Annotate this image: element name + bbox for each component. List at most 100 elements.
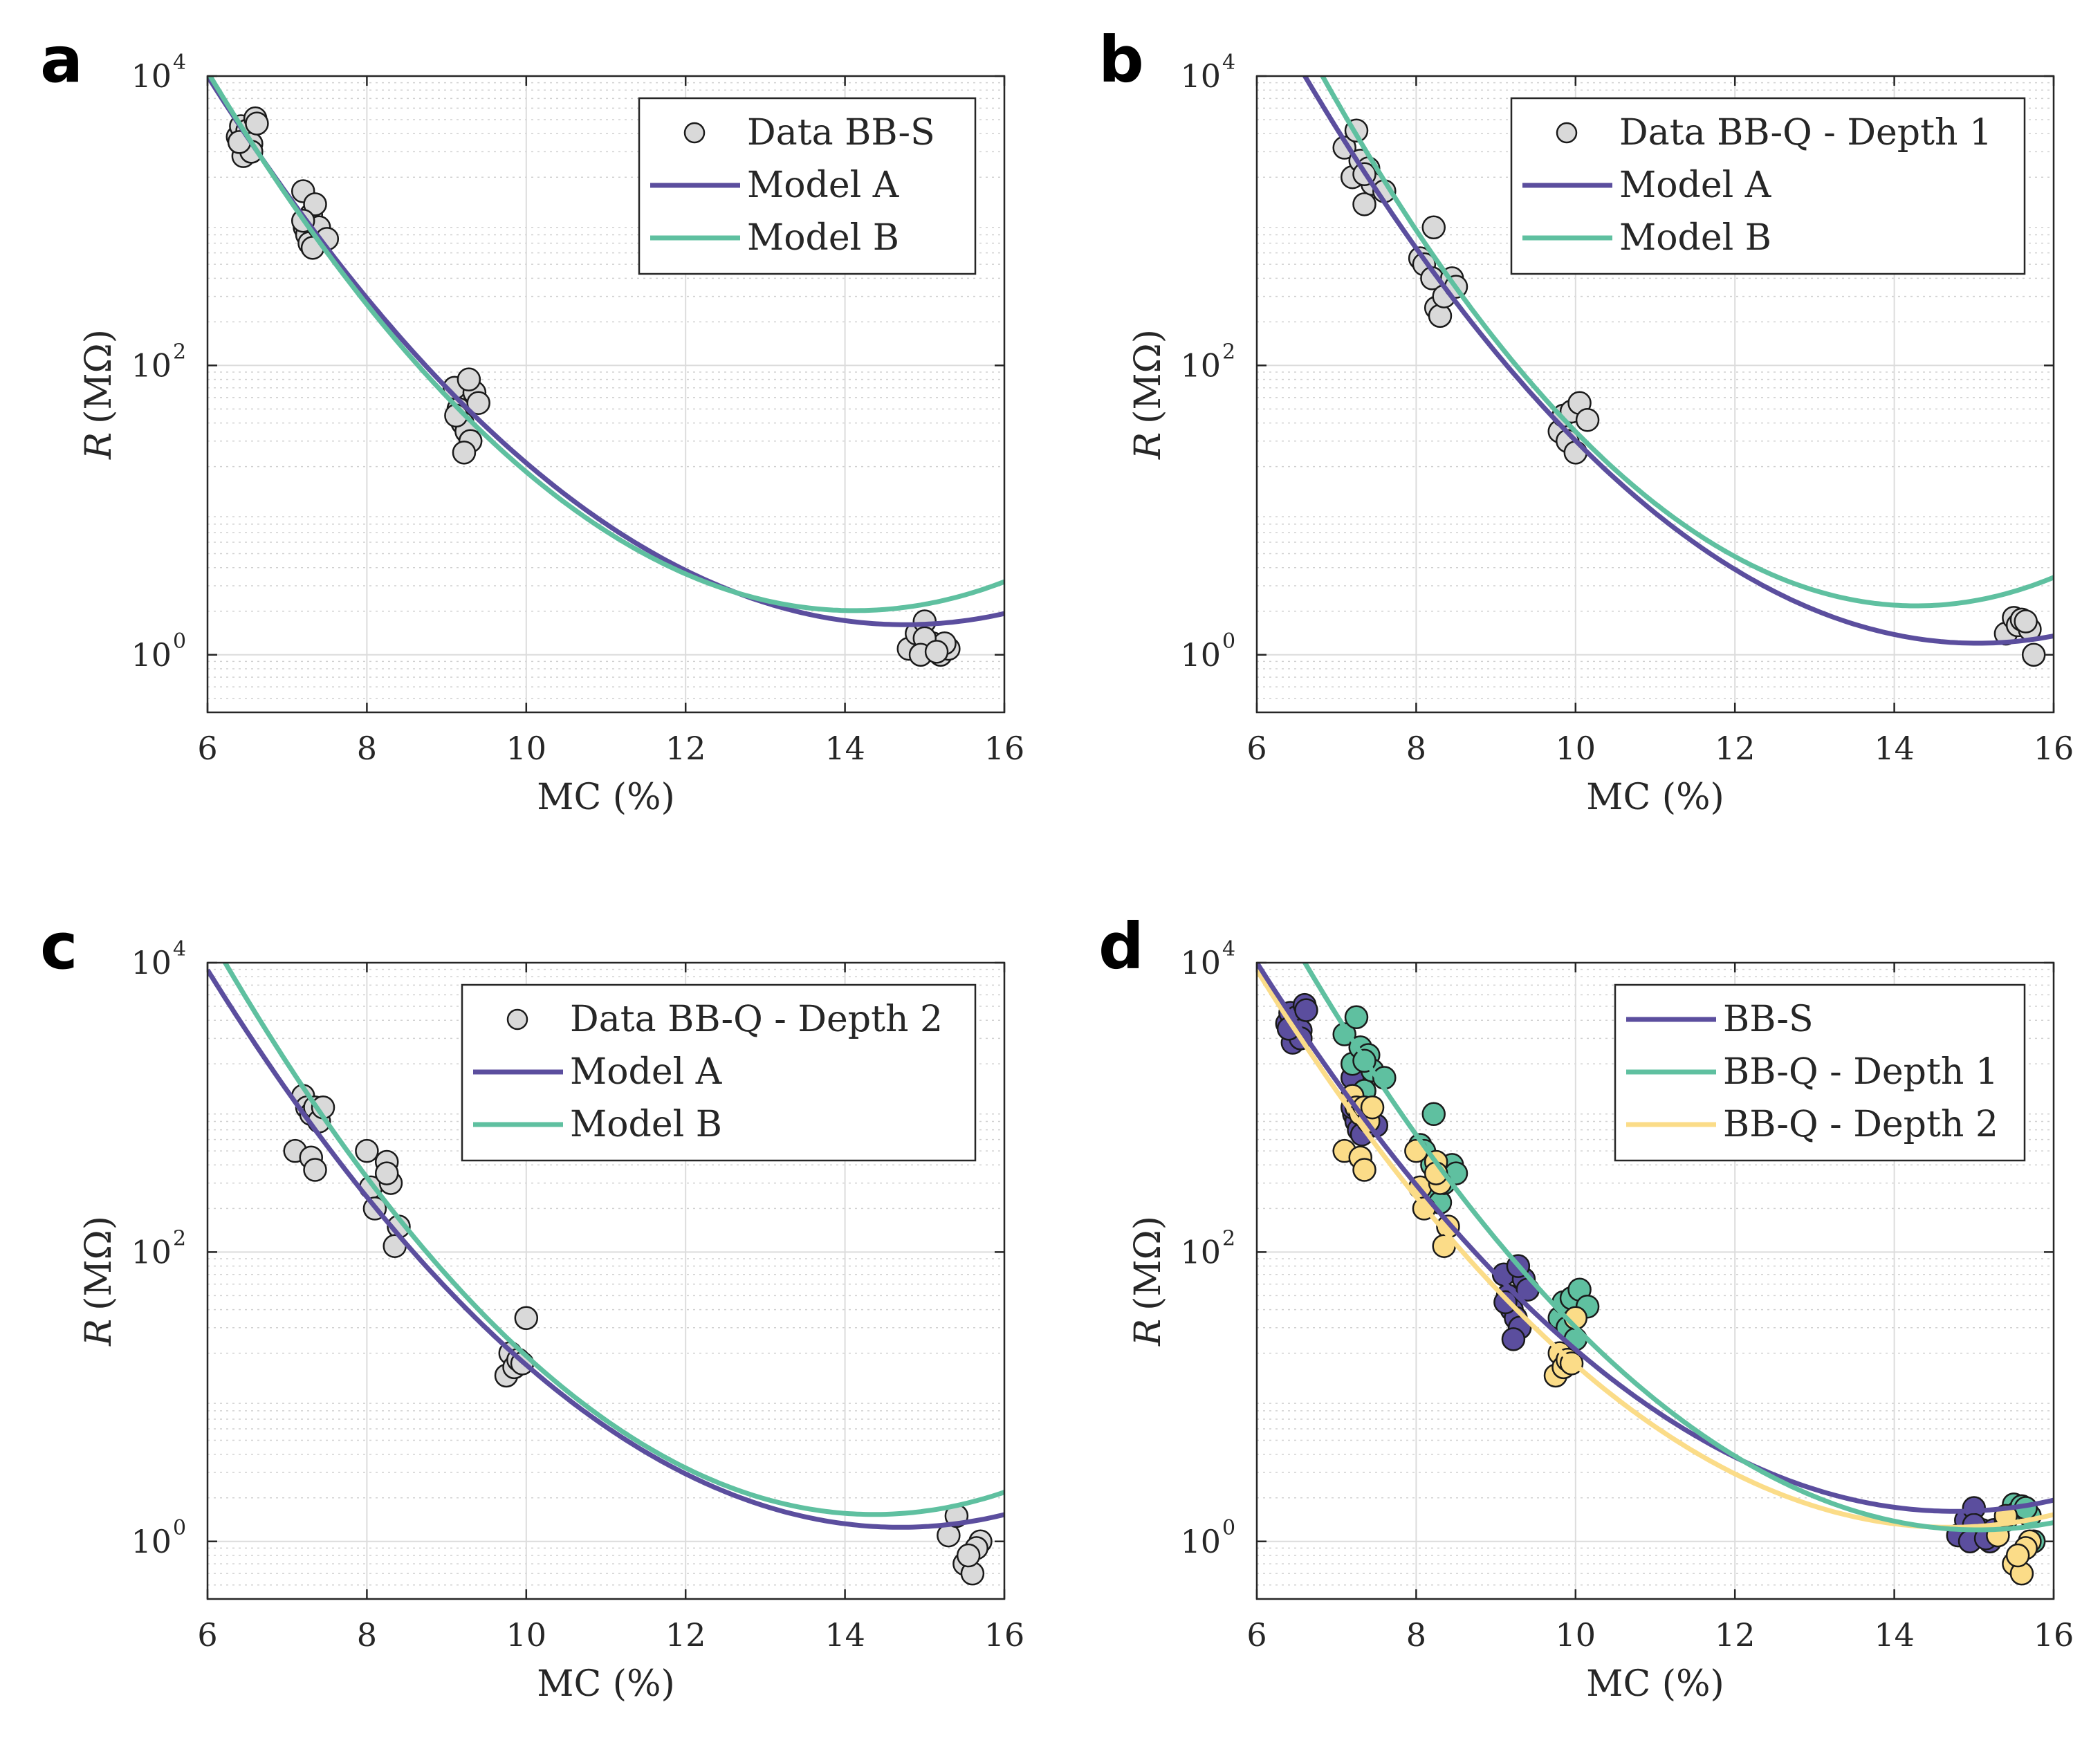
- x-tick-label: 8: [357, 730, 377, 767]
- data-point: [2014, 609, 2038, 634]
- y-axis-label: R (MΩ): [78, 1216, 120, 1347]
- y-tick-exponent: 4: [1222, 937, 1235, 961]
- data-point: [514, 1306, 539, 1331]
- y-tick-label: 10: [1180, 944, 1221, 981]
- legend: Data BB-Q - Depth 2 Model A Model B: [461, 983, 977, 1162]
- y-tick-label: 10: [1180, 57, 1221, 95]
- y-axis-label-group: R (MΩ): [1127, 1216, 1169, 1347]
- data-point: [1352, 1158, 1376, 1182]
- y-tick-label: 10: [131, 636, 172, 674]
- x-axis-label: MC (%): [1586, 777, 1724, 818]
- x-tick-label: 6: [197, 730, 217, 767]
- y-tick-exponent: 2: [1222, 340, 1235, 364]
- y-tick-exponent: 2: [173, 340, 186, 364]
- x-tick-label: 14: [825, 730, 865, 767]
- data-point: [303, 1158, 327, 1182]
- data-point: [457, 367, 481, 391]
- legend-label: Model A: [747, 165, 900, 206]
- axes-box: [206, 75, 1006, 714]
- legend-label: Data BB-Q - Depth 1: [1619, 112, 1992, 154]
- data-point: [466, 391, 490, 415]
- series-line-model-a: [208, 76, 1004, 627]
- y-tick-exponent: 4: [1222, 50, 1235, 75]
- data-point: [2005, 1543, 2030, 1568]
- plot-area: [208, 76, 1004, 667]
- legend-marker: [683, 122, 706, 144]
- data-point: [1563, 441, 1588, 465]
- y-axis-label: R (MΩ): [1127, 329, 1169, 460]
- y-tick-label: 10: [131, 57, 172, 95]
- legend-label: Model A: [570, 1051, 723, 1093]
- data-point: [2021, 642, 2046, 667]
- x-axis-label: MC (%): [1586, 1663, 1724, 1705]
- y-tick-label: 10: [1180, 636, 1221, 674]
- panel-letter-d: d: [1098, 909, 1144, 983]
- y-axis-label: R (MΩ): [1127, 1216, 1169, 1347]
- x-tick-label: 14: [1874, 1616, 1915, 1654]
- y-tick-label: 10: [131, 346, 172, 384]
- plot-area: [208, 963, 1004, 1586]
- data-point: [1294, 998, 1318, 1022]
- y-tick-label: 10: [131, 1233, 172, 1270]
- data-point: [1421, 215, 1446, 240]
- x-tick-label: 6: [197, 1616, 217, 1654]
- legend-label: Data BB-Q - Depth 2: [570, 999, 943, 1040]
- legend-label: Data BB-S: [747, 112, 935, 154]
- x-tick-label: 14: [1874, 730, 1915, 767]
- x-tick-label: 10: [506, 730, 547, 767]
- legend: Data BB-Q - Depth 1 Model A Model B: [1510, 97, 2026, 275]
- data-point: [245, 111, 269, 136]
- legend-label: Model B: [1619, 217, 1771, 259]
- y-tick-exponent: 4: [173, 937, 186, 961]
- x-tick-label: 6: [1246, 730, 1267, 767]
- y-tick-exponent: 0: [173, 1516, 186, 1540]
- y-tick-label: 10: [131, 1523, 172, 1560]
- grid: [207, 75, 1005, 712]
- y-axis-label-group: R (MΩ): [78, 1216, 120, 1347]
- y-tick-label: 10: [1180, 1523, 1221, 1560]
- series-line-model-b: [222, 963, 1004, 1517]
- y-axis-label-unit: (MΩ): [1127, 1216, 1169, 1311]
- data-point: [355, 1138, 379, 1163]
- data-point: [1360, 1095, 1385, 1120]
- series-line-model-a: [1302, 76, 2054, 646]
- y-axis-label-var: R: [1127, 432, 1169, 460]
- data-point: [1344, 1005, 1369, 1030]
- y-axis-label-var: R: [78, 1319, 120, 1347]
- data-point: [1501, 1327, 1526, 1351]
- panel-letter-a: a: [40, 23, 83, 97]
- legend-label: Model A: [1619, 165, 1772, 206]
- series-line-model-b: [1319, 76, 2054, 609]
- x-tick-label: 8: [1406, 1616, 1426, 1654]
- y-tick-exponent: 0: [1222, 629, 1235, 654]
- axes-box: [1255, 961, 2055, 1600]
- legend: Data BB-S Model A Model B: [638, 97, 977, 275]
- y-axis-label-unit: (MΩ): [1127, 329, 1169, 424]
- legend: BB-S BB-Q - Depth 1 BB-Q - Depth 2: [1614, 983, 2026, 1162]
- data-point: [1428, 304, 1453, 328]
- series-line-bb-q-depth-1: [1302, 963, 2054, 1533]
- panel-letter-b: b: [1098, 23, 1144, 97]
- data-point: [1575, 407, 1600, 432]
- data-point: [924, 640, 949, 664]
- data-point: [1493, 1290, 1518, 1315]
- x-tick-label: 10: [1556, 1616, 1596, 1654]
- y-axis-label-unit: (MΩ): [78, 1216, 120, 1311]
- series-line-model-a: [208, 968, 1004, 1530]
- legend-label: BB-S: [1723, 999, 1814, 1040]
- legend-label: Model B: [570, 1104, 722, 1145]
- data-point: [1352, 192, 1376, 216]
- x-tick-label: 12: [1715, 1616, 1756, 1654]
- axes-box: [206, 961, 1006, 1600]
- series-line-model-b: [208, 76, 1004, 613]
- y-tick-exponent: 2: [1222, 1226, 1235, 1250]
- legend-marker: [506, 1008, 528, 1030]
- y-tick-exponent: 0: [173, 629, 186, 654]
- x-tick-label: 16: [984, 730, 1025, 767]
- x-tick-label: 10: [506, 1616, 547, 1654]
